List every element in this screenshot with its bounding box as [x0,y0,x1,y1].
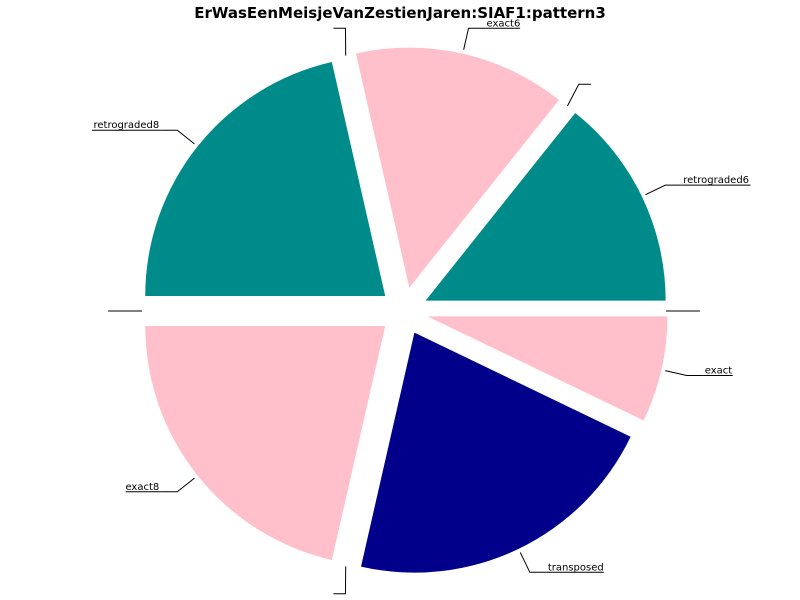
slice-leader-exact8 [161,477,195,493]
pie-slice-exact6 [355,47,559,288]
slice-label: transposed [548,562,604,573]
pie-slice-retrograded6 [425,112,666,301]
slice-label: exact [705,366,733,377]
slice-leader-exact6 [463,27,485,50]
slice-label: exact8 [125,482,159,493]
slice-label: retrograded8 [93,120,159,131]
slice-leader-retrograded6 [645,184,682,196]
slice-leader-retrograded8 [161,129,195,145]
slice-label: exact6 [487,18,521,29]
slice-label: retrograded6 [683,175,749,186]
slice-leader-zero-1 [566,83,591,107]
slice-leader-zero-3 [333,27,347,56]
slice-annotations: retrograded6 exact6 retrograded8 exact8 tran… [92,18,751,595]
pie-slice-transposed [361,332,631,573]
pie-slice-exact [427,316,668,421]
slice-leader-zero-7 [333,566,347,595]
chart-title: ErWasEenMeisjeVanZestienJaren:SIAF1:patt… [194,4,606,22]
pie-slices [145,47,668,573]
slice-leader-exact [665,370,703,377]
slice-leader-transposed [519,552,546,573]
pie-slice-exact8 [145,325,386,560]
pie-slice-retrograded8 [145,62,386,297]
